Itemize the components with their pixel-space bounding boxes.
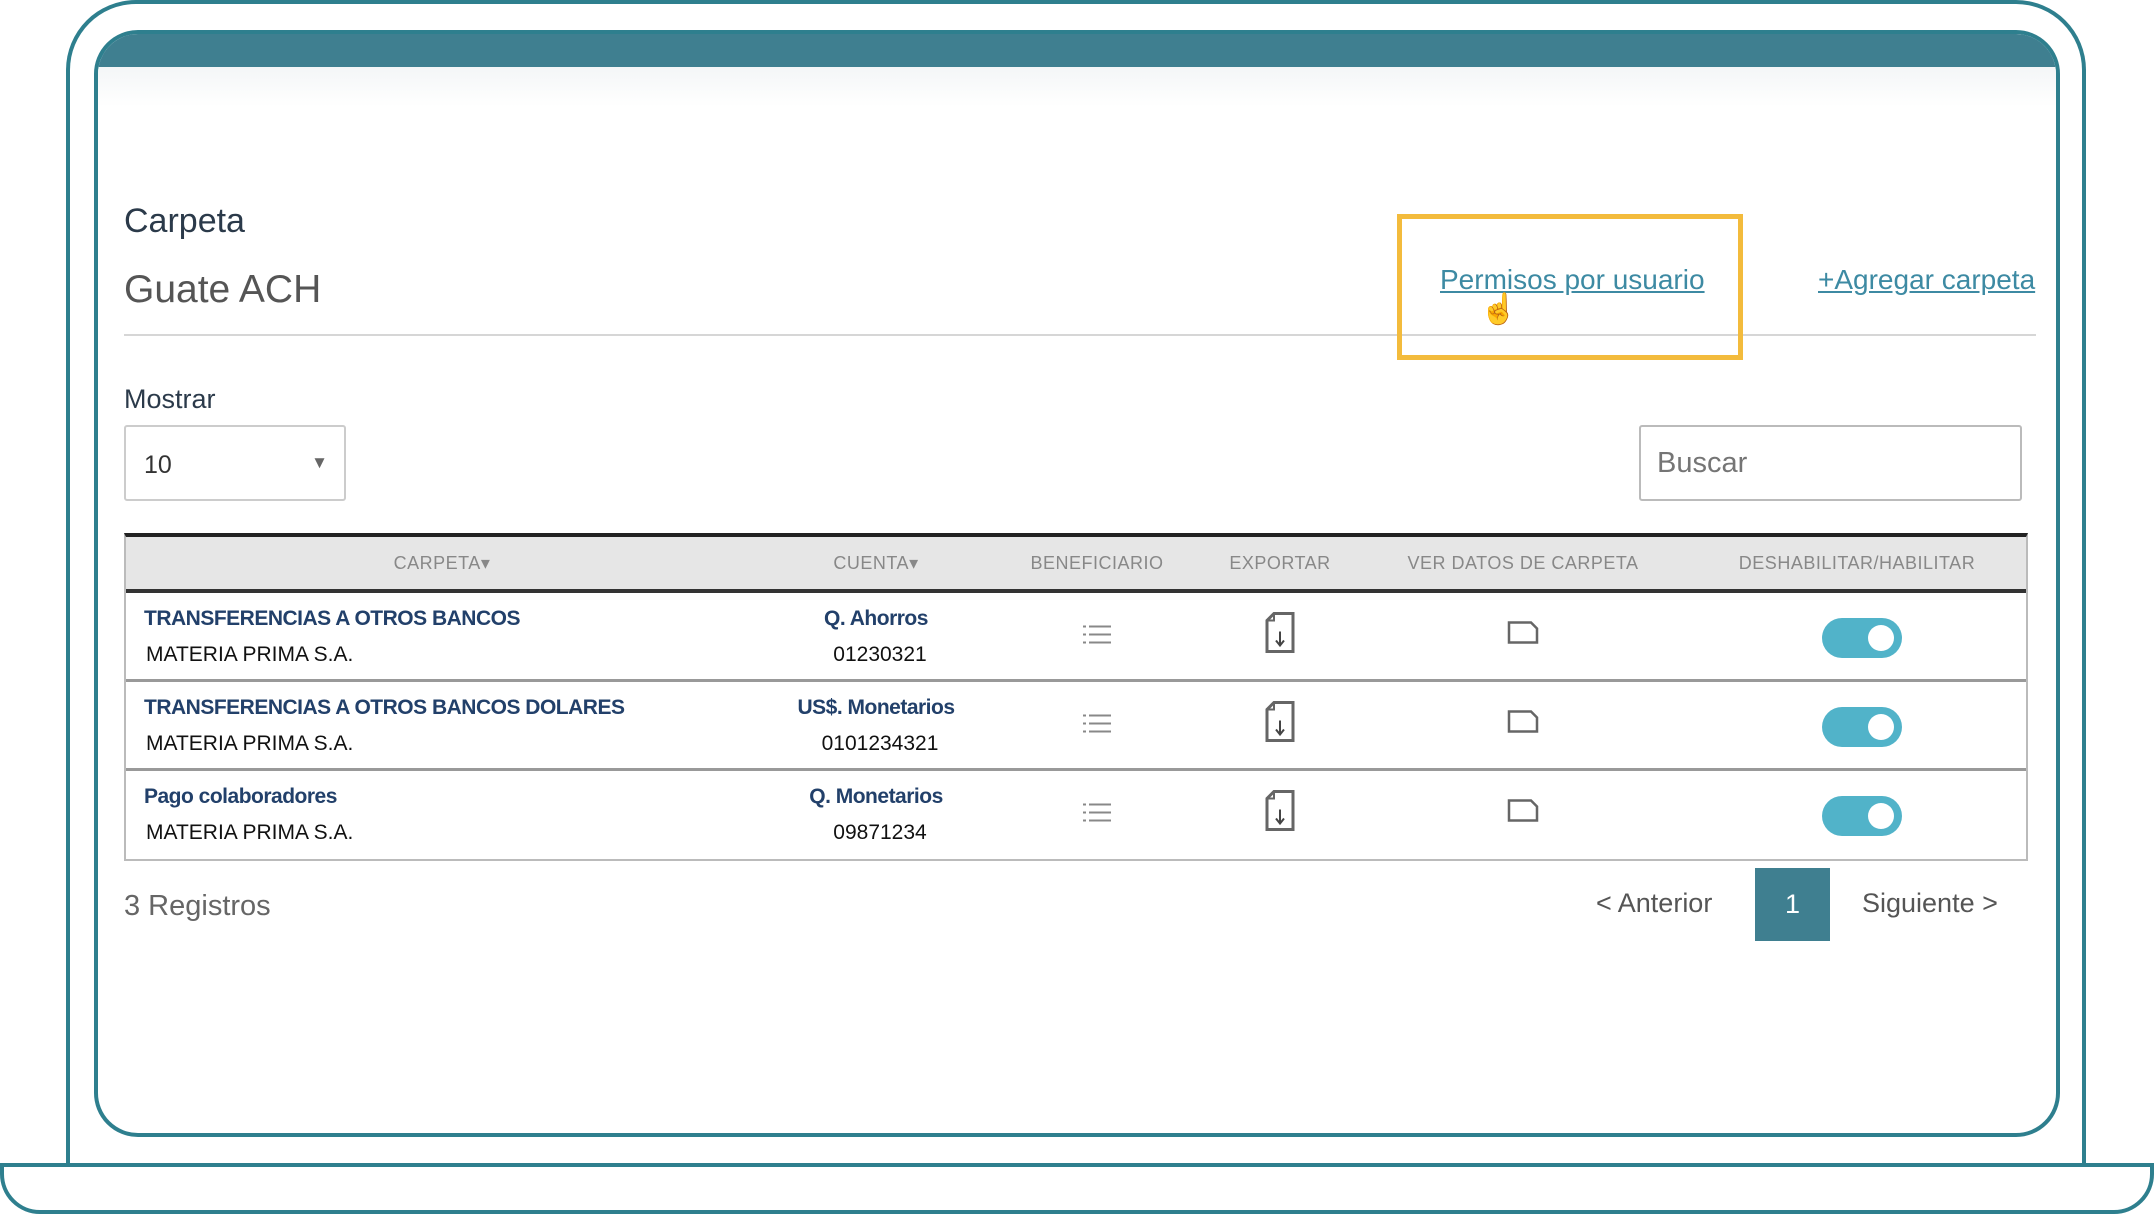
view-folder-data-icon[interactable] (1507, 710, 1539, 739)
folder-link[interactable]: Pago colaboradores (144, 785, 337, 808)
hand-cursor-icon: ☝ (1480, 293, 1518, 326)
table-row: TRANSFERENCIAS A OTROS BANCOS MATERIA PR… (126, 593, 2026, 682)
col-cuenta[interactable]: CUENTA▾ (833, 553, 919, 573)
show-value: 10 (144, 451, 172, 479)
top-shade (98, 67, 2056, 107)
view-folder-data-icon[interactable] (1507, 621, 1539, 650)
col-habilitar: DESHABILITAR/HABILITAR (1738, 553, 1976, 573)
company-name: MATERIA PRIMA S.A. (146, 821, 354, 844)
laptop-frame (66, 0, 2086, 1180)
account-number: 01230321 (833, 643, 927, 666)
caret-down-icon: ▼ (311, 453, 328, 472)
view-folder-data-icon[interactable] (1507, 799, 1539, 828)
export-file-icon[interactable] (1265, 612, 1295, 659)
export-file-icon[interactable] (1265, 701, 1295, 748)
records-count: 3 Registros (124, 890, 271, 922)
beneficiary-list-icon[interactable] (1083, 803, 1111, 828)
enable-toggle[interactable] (1822, 618, 1902, 658)
enable-toggle[interactable] (1822, 707, 1902, 747)
folder-name: Guate ACH (124, 268, 322, 311)
table-row: TRANSFERENCIAS A OTROS BANCOS DOLARES MA… (126, 682, 2026, 771)
col-carpeta[interactable]: CARPETA▾ (393, 553, 491, 573)
permissions-by-user-link[interactable]: Permisos por usuario (1440, 264, 1705, 295)
prev-page-button[interactable]: < Anterior (1596, 888, 1713, 918)
divider (124, 334, 2036, 336)
beneficiary-list-icon[interactable] (1083, 625, 1111, 650)
col-beneficiario: BENEFICIARIO (1030, 553, 1164, 573)
export-file-icon[interactable] (1265, 790, 1295, 837)
enable-toggle[interactable] (1822, 796, 1902, 836)
table-header: CARPETA▾ CUENTA▾ BENEFICIARIO EXPORTAR V… (126, 537, 2026, 593)
highlight-box (1397, 214, 1743, 360)
page-1-button[interactable]: 1 (1755, 868, 1830, 941)
col-exportar: EXPORTAR (1229, 553, 1331, 573)
account-type: Q. Monetarios (809, 785, 943, 808)
folder-link[interactable]: TRANSFERENCIAS A OTROS BANCOS DOLARES (144, 696, 625, 719)
account-number: 09871234 (833, 821, 927, 844)
page-title: Carpeta (124, 202, 245, 240)
show-select[interactable]: 10 ▼ (124, 425, 346, 501)
search-input[interactable] (1639, 425, 2022, 501)
company-name: MATERIA PRIMA S.A. (146, 643, 354, 666)
top-bar (98, 34, 2056, 67)
company-name: MATERIA PRIMA S.A. (146, 732, 354, 755)
show-label: Mostrar (124, 384, 216, 414)
laptop-base (0, 1163, 2154, 1214)
col-label: CUENTA (833, 553, 910, 573)
col-ver-datos: VER DATOS DE CARPETA (1407, 553, 1639, 573)
folder-link[interactable]: TRANSFERENCIAS A OTROS BANCOS (144, 607, 520, 630)
beneficiary-list-icon[interactable] (1083, 714, 1111, 739)
next-page-button[interactable]: Siguiente > (1862, 888, 1998, 918)
account-type: Q. Ahorros (824, 607, 928, 630)
folders-table: CARPETA▾ CUENTA▾ BENEFICIARIO EXPORTAR V… (124, 533, 2028, 861)
col-label: CARPETA (393, 553, 481, 573)
table-row: Pago colaboradores MATERIA PRIMA S.A. Q.… (126, 771, 2026, 860)
account-type: US$. Monetarios (797, 696, 955, 719)
account-number: 0101234321 (821, 732, 939, 755)
add-folder-link[interactable]: +Agregar carpeta (1818, 264, 2036, 295)
